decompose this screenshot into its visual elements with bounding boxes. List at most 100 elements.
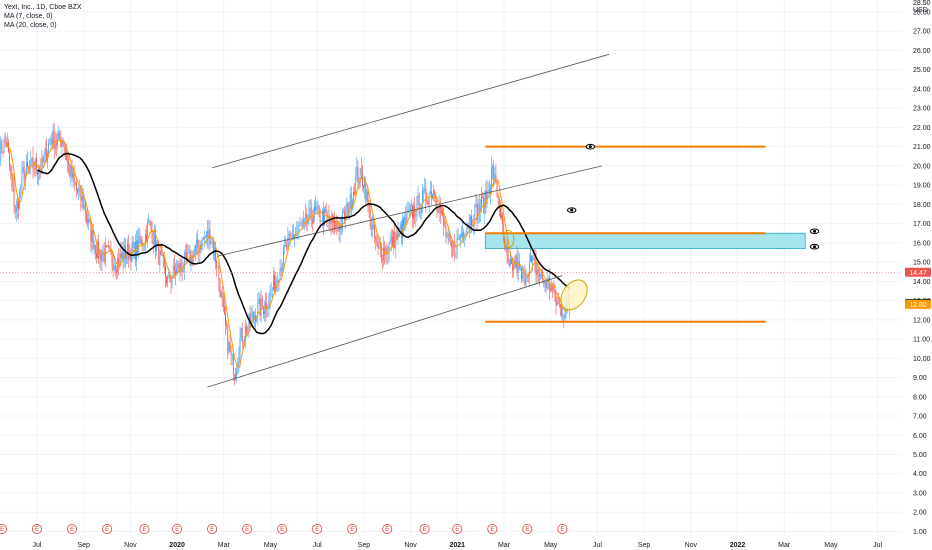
price-axis[interactable]: 1.00 2.00 3.00 4.00 5.00 6.00 7.00 8.00 9.00 10.0… xyxy=(902,0,932,550)
candle-body xyxy=(42,157,44,163)
candle xyxy=(278,278,280,292)
earnings-marker[interactable]: E xyxy=(32,524,42,534)
candle-body xyxy=(311,218,313,224)
earnings-marker[interactable]: E xyxy=(139,524,150,534)
candle-body xyxy=(4,139,6,143)
candle-body xyxy=(212,242,214,254)
candle xyxy=(492,163,493,180)
earnings-marker[interactable]: E xyxy=(522,524,533,534)
time-axis[interactable]: Jul Sep Nov 2020 Mar May Jul Sep Nov 2021 Mar May Ju… xyxy=(33,542,883,549)
candle xyxy=(374,221,376,244)
earnings-marker[interactable]: E xyxy=(382,524,393,534)
eye-icon[interactable] xyxy=(809,243,820,250)
candle-body xyxy=(170,280,172,283)
candle xyxy=(433,184,435,201)
candle-body xyxy=(326,212,328,218)
candle xyxy=(12,173,14,193)
eye-icon[interactable] xyxy=(567,207,577,213)
candle xyxy=(181,258,183,282)
eye-icon[interactable] xyxy=(809,228,820,235)
candle-body xyxy=(37,170,38,175)
candle xyxy=(5,136,7,147)
channel-line[interactable] xyxy=(216,165,603,257)
candle xyxy=(330,209,332,236)
price-top-label: 28.50 xyxy=(913,0,931,7)
candle-body xyxy=(316,209,318,211)
price-tick-label: 11.00 xyxy=(913,337,930,344)
earnings-marker-label: E xyxy=(525,527,529,533)
highlight-ellipse[interactable] xyxy=(503,229,515,249)
ma-slow-legend[interactable]: MA (20, close, 0) xyxy=(4,22,57,29)
earnings-marker[interactable]: E xyxy=(487,524,498,534)
earnings-marker[interactable]: E xyxy=(172,524,183,534)
candle-body xyxy=(445,225,447,237)
candle-body xyxy=(510,259,511,266)
resistance-zone[interactable] xyxy=(484,232,806,250)
candle-body xyxy=(255,315,256,322)
candle-body xyxy=(259,298,261,316)
candle-body xyxy=(296,231,298,233)
candle-body xyxy=(346,203,348,210)
candle-body xyxy=(90,221,92,242)
candle xyxy=(341,207,343,234)
channel-line[interactable] xyxy=(212,53,610,169)
candle xyxy=(42,154,44,168)
candle xyxy=(395,231,397,259)
candle-body xyxy=(33,168,35,170)
candle xyxy=(234,373,235,386)
candle-body xyxy=(67,160,68,162)
candle-body xyxy=(341,212,343,230)
candle xyxy=(260,289,262,323)
price-tick-label: 8.00 xyxy=(913,394,927,401)
candle-body xyxy=(0,140,2,162)
earnings-marker[interactable]: E xyxy=(557,524,568,534)
earnings-marker-circle xyxy=(67,524,78,534)
candle xyxy=(458,234,460,241)
candle xyxy=(127,238,129,264)
candle-body xyxy=(453,241,455,248)
candle-body xyxy=(350,194,352,210)
earnings-marker[interactable]: E xyxy=(242,524,253,534)
earnings-marker[interactable]: E xyxy=(277,524,288,534)
earnings-marker[interactable]: E xyxy=(419,524,430,534)
eye-icon[interactable] xyxy=(585,143,596,150)
ma-fast-legend[interactable]: MA (7, close, 0) xyxy=(4,13,53,20)
candle-body xyxy=(375,238,377,242)
highlight-ellipse[interactable] xyxy=(555,275,592,315)
candle-body xyxy=(372,225,373,229)
earnings-marker[interactable]: E xyxy=(102,524,113,534)
earnings-marker[interactable]: E xyxy=(452,524,463,534)
candle xyxy=(183,249,185,280)
candle xyxy=(538,267,540,287)
candle-body xyxy=(561,306,562,317)
candle-body xyxy=(433,189,435,195)
candle-body xyxy=(451,242,452,247)
candle-body xyxy=(66,152,67,161)
candle-body xyxy=(272,275,274,289)
candle-body xyxy=(48,143,50,154)
earnings-marker[interactable]: E xyxy=(347,524,358,534)
candle-body xyxy=(5,142,7,145)
candle-body xyxy=(158,242,160,265)
candle xyxy=(392,228,393,248)
price-tick-label: 7.00 xyxy=(913,414,927,421)
candle-body xyxy=(235,374,236,379)
candle xyxy=(220,289,222,298)
earnings-marker-circle xyxy=(207,524,218,534)
candle-body xyxy=(520,268,521,270)
earnings-marker[interactable]: E xyxy=(0,524,7,534)
candle xyxy=(438,194,440,223)
symbol-title[interactable]: Yext, Inc., 1D, Cboe BZX xyxy=(4,4,82,11)
channel-line[interactable] xyxy=(207,275,563,388)
candle-body xyxy=(114,265,116,271)
earnings-marker[interactable]: E xyxy=(312,524,323,534)
candle xyxy=(478,194,480,223)
earnings-marker[interactable]: E xyxy=(207,524,218,534)
earnings-marker-label: E xyxy=(385,527,389,533)
candle-body xyxy=(58,133,60,139)
candle xyxy=(202,236,204,240)
earnings-marker-circle xyxy=(242,524,253,534)
candle-body xyxy=(511,259,512,264)
earnings-marker[interactable]: E xyxy=(67,524,78,534)
